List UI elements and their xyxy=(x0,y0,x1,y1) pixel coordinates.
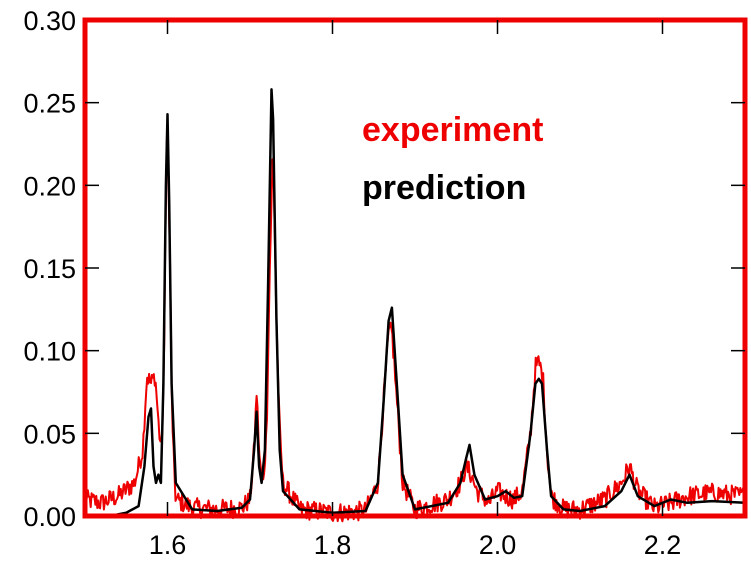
y-tick-label: 0.10 xyxy=(23,337,76,367)
ticks-layer xyxy=(85,20,745,516)
legend-entry-prediction: prediction xyxy=(362,169,526,207)
y-tick-label: 0.00 xyxy=(23,502,76,532)
x-tick-label: 2.2 xyxy=(644,530,682,560)
y-tick-label: 0.20 xyxy=(23,171,76,201)
plot-frame xyxy=(82,17,748,519)
series-line-prediction xyxy=(109,88,746,518)
x-tick-label: 2.0 xyxy=(479,530,517,560)
x-tick-label: 1.8 xyxy=(314,530,352,560)
tick-labels-layer: 1.6 1.8 2.0 2.2 0.00 0.05 0.10 0.15 0.20 0.25 0.30 xyxy=(23,6,681,560)
x-tick-label: 1.6 xyxy=(149,530,187,560)
y-tick-label: 0.25 xyxy=(23,89,76,119)
legend-entry-experiment: experiment xyxy=(362,111,543,149)
y-tick-label: 0.30 xyxy=(23,6,76,36)
y-tick-label: 0.15 xyxy=(23,254,76,284)
series-layer xyxy=(84,88,746,523)
y-tick-label: 0.05 xyxy=(23,419,76,449)
legend: experiment prediction xyxy=(362,111,543,207)
